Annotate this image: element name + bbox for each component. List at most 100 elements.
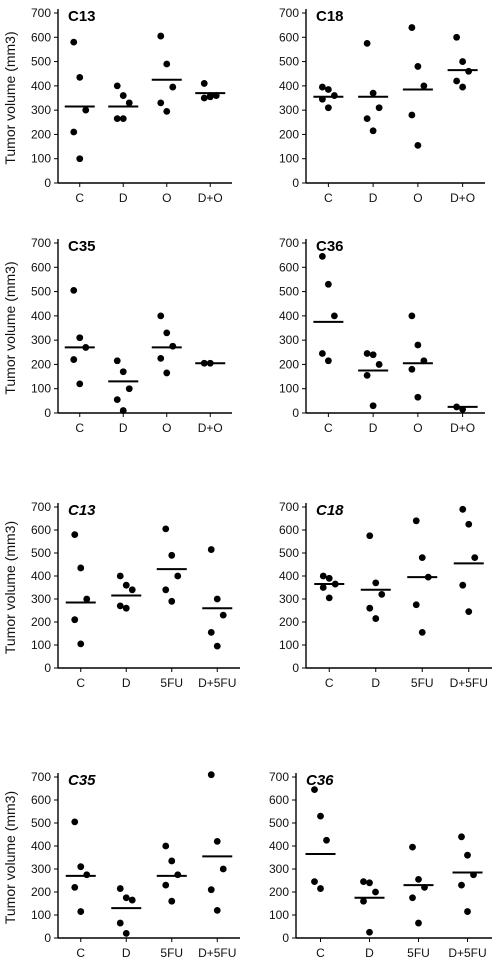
data-point	[369, 351, 377, 359]
y-tick-label: 100	[31, 152, 51, 166]
data-point	[163, 107, 171, 115]
y-tick-label: 500	[269, 816, 289, 830]
data-point	[168, 897, 176, 905]
panel-title: C36	[316, 238, 344, 255]
x-tick-label: C	[325, 676, 334, 690]
y-tick-label: 200	[31, 885, 51, 899]
data-point	[408, 24, 416, 31]
y-tick-label: 0	[44, 931, 51, 945]
y-tick-label: 100	[31, 908, 51, 922]
data-point	[82, 106, 90, 114]
data-point	[122, 604, 130, 612]
data-point	[369, 89, 377, 97]
data-point	[409, 843, 416, 851]
x-tick-label: D+O	[450, 421, 475, 435]
data-point	[122, 930, 130, 937]
x-tick-label: D	[371, 676, 380, 690]
data-point	[324, 86, 332, 93]
panel-c13-1: 0 100 200 300 400 500 600 700 C D O D+O C13 Tumor vol…	[2, 6, 232, 205]
data-point	[70, 38, 78, 46]
data-point	[458, 833, 465, 841]
data-point	[162, 525, 170, 533]
x-tick-label: C	[324, 421, 333, 435]
x-tick-label: D	[122, 676, 131, 690]
data-point	[213, 838, 221, 845]
data-point	[71, 818, 79, 826]
data-point	[113, 115, 121, 123]
x-tick-label: C	[324, 191, 333, 205]
y-tick-label: 400	[279, 569, 299, 583]
data-point	[125, 99, 133, 107]
data-point	[324, 280, 332, 288]
data-point	[116, 885, 124, 892]
data-point	[465, 608, 473, 616]
data-point	[219, 865, 227, 873]
data-point	[169, 83, 177, 91]
x-tick-label: 5FU	[160, 676, 183, 690]
data-point	[71, 616, 79, 624]
data-point	[163, 60, 171, 68]
data-point	[119, 368, 127, 376]
y-tick-label: 700	[279, 6, 299, 20]
x-tick-label: C	[75, 421, 84, 435]
data-point	[116, 602, 124, 610]
data-point	[465, 67, 473, 75]
y-tick-label: 600	[279, 260, 299, 274]
data-point	[157, 312, 165, 320]
x-tick-label: D+5FU	[448, 946, 486, 960]
data-point	[213, 907, 221, 914]
data-point	[207, 771, 215, 779]
x-tick-label: D	[369, 191, 378, 205]
data-point	[323, 836, 330, 844]
data-point	[375, 361, 383, 368]
y-tick-label: 500	[279, 285, 299, 299]
data-point	[414, 341, 422, 349]
data-point	[330, 312, 338, 320]
x-tick-label: D+5FU	[450, 676, 488, 690]
data-point	[113, 357, 121, 365]
data-point	[119, 92, 127, 99]
y-tick-label: 700	[31, 500, 51, 514]
x-tick-label: O	[162, 191, 171, 205]
data-point	[174, 572, 182, 580]
data-point	[200, 80, 208, 87]
y-tick-label: 0	[292, 406, 299, 420]
data-point	[119, 407, 127, 414]
data-point	[168, 857, 176, 865]
data-point	[71, 884, 79, 891]
data-point	[319, 584, 327, 591]
data-point	[77, 908, 85, 915]
y-tick-label: 500	[31, 55, 51, 69]
y-axis-label: Tumor volume (mm3)	[2, 791, 18, 924]
data-point	[420, 82, 428, 90]
data-point	[369, 127, 377, 135]
data-point	[360, 878, 367, 886]
data-point	[174, 871, 182, 879]
y-tick-label: 0	[292, 661, 299, 675]
data-point	[369, 402, 377, 410]
y-tick-label: 400	[279, 79, 299, 93]
data-point	[319, 572, 327, 580]
y-tick-label: 0	[44, 176, 51, 190]
x-tick-label: D+5FU	[198, 676, 236, 690]
x-tick-label: O	[413, 421, 422, 435]
x-tick-label: D	[369, 421, 378, 435]
y-tick-label: 600	[279, 523, 299, 537]
data-point	[213, 642, 221, 650]
y-tick-label: 700	[269, 770, 289, 784]
data-point	[317, 812, 324, 820]
data-point	[207, 546, 215, 553]
y-tick-label: 200	[279, 615, 299, 629]
panel-title: C13	[68, 8, 96, 25]
y-tick-label: 200	[279, 357, 299, 371]
data-point	[83, 871, 91, 879]
data-point	[162, 586, 170, 594]
data-point	[408, 312, 416, 320]
panel-c35-7: 0 100 200 300 400 500 600 700 C D 5FU D+5FU C35 Tumor…	[2, 770, 240, 960]
data-point	[76, 334, 84, 342]
data-point	[414, 141, 422, 149]
data-point	[418, 554, 426, 561]
x-tick-label: C	[76, 676, 85, 690]
data-point	[366, 604, 374, 612]
